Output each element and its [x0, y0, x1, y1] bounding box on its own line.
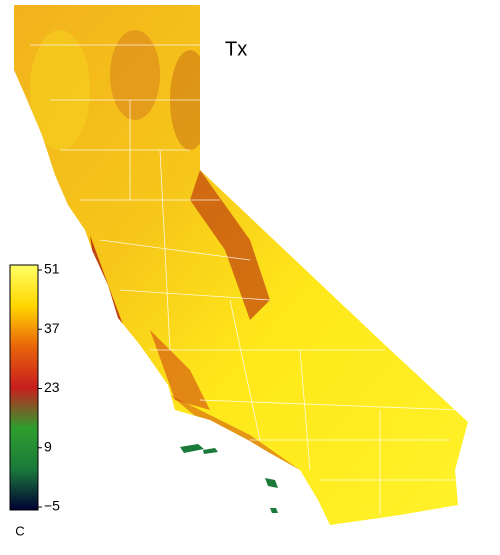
colorbar-tick-label: 9: [44, 438, 52, 454]
colorbar-tick-label: 23: [44, 379, 60, 395]
colorbar-unit: C: [15, 523, 24, 538]
map-title: Tx: [225, 38, 247, 60]
colorbar: [9, 264, 39, 511]
colorbar-tick-label: −5: [44, 498, 60, 514]
colorbar-tick-label: 37: [44, 320, 60, 336]
california-map: [14, 5, 468, 525]
colorbar-tick-label: 51: [44, 261, 60, 277]
